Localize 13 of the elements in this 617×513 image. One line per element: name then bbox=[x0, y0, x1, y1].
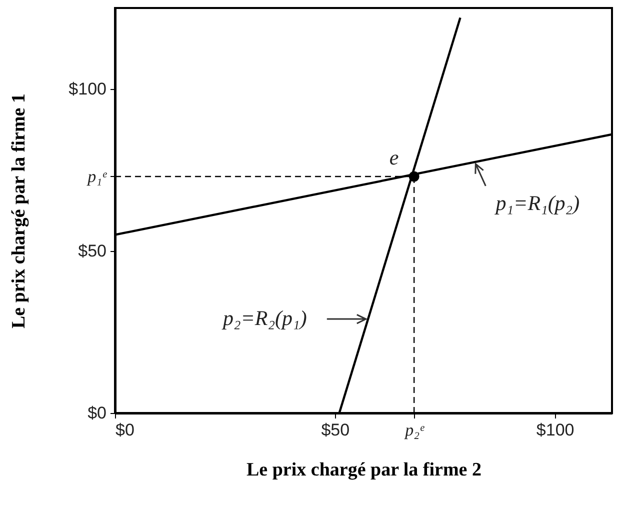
y-axis-title: Le prix chargé par la firme 1 bbox=[8, 94, 30, 328]
y-tick-label: $100 bbox=[68, 80, 106, 98]
x-tick-label: $50 bbox=[321, 420, 350, 440]
annotation: e bbox=[389, 145, 399, 170]
annotation: p₂=R₂(p₁) bbox=[220, 306, 307, 330]
x-tick-label: $100 bbox=[536, 420, 574, 440]
x-tick-label: $0 bbox=[116, 420, 134, 440]
x-tick-label: p₂ᵉ bbox=[404, 420, 425, 440]
y-tick-label: $50 bbox=[78, 242, 106, 260]
x-axis-title: Le prix chargé par la firme 2 bbox=[246, 460, 482, 480]
y-tick-label: p₁ᵉ bbox=[86, 166, 108, 186]
y-tick-label: $0 bbox=[88, 404, 106, 422]
annotation: p₁=R₁(p₂) bbox=[494, 190, 580, 215]
